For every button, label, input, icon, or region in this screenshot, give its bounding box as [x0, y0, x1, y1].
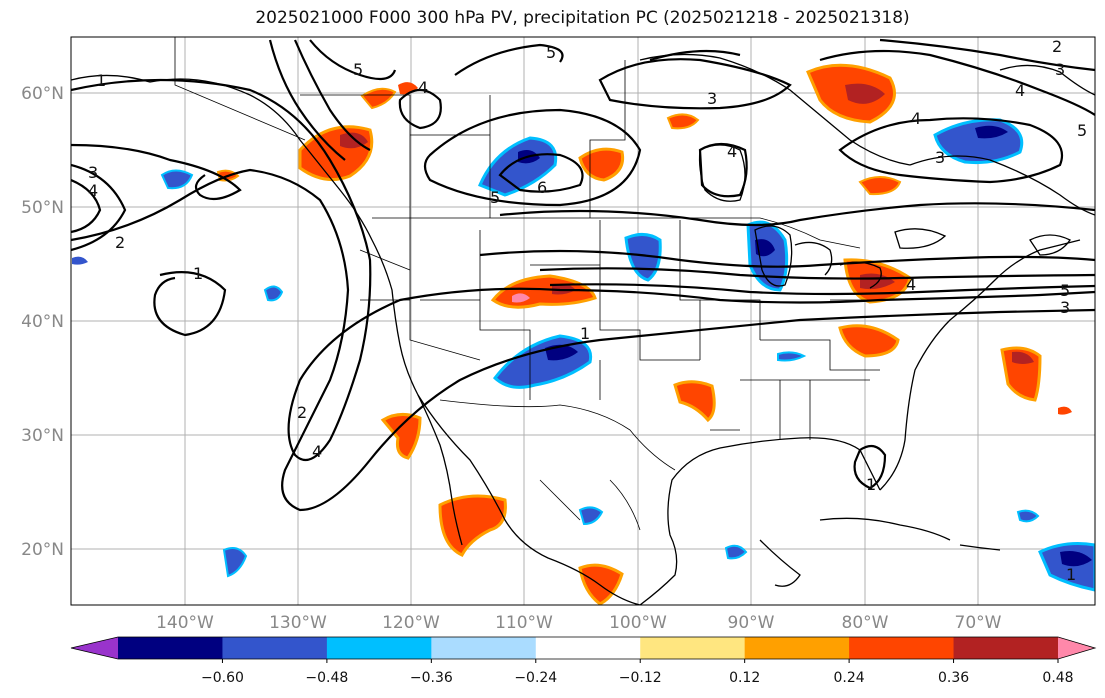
colorbar-extend-low	[71, 637, 118, 659]
contour-label: 1	[580, 324, 590, 343]
contour-label: 3	[707, 89, 717, 108]
lon-tick-label: 70°W	[955, 613, 1002, 633]
contour-label: 4	[727, 142, 737, 161]
contour-label: 5	[546, 43, 556, 62]
colorbar-tick-label: −0.24	[514, 670, 557, 686]
precip-negative	[72, 118, 1095, 592]
colorbar: −0.60 −0.48 −0.36 −0.24 −0.12 0.12 0.24 0.36 0.4…	[70, 636, 1097, 686]
pv-contours	[71, 38, 1095, 512]
contour-label: 1	[1066, 565, 1076, 584]
lon-tick-label: 100°W	[609, 613, 667, 633]
contour-label: 4	[418, 78, 428, 97]
contour-label: 3	[1055, 60, 1065, 79]
colorbar-tick-label: 0.48	[1042, 670, 1073, 686]
lon-tick-label: 120°W	[382, 613, 440, 633]
lon-tick-label: 110°W	[495, 613, 553, 633]
lon-axis: 140°W 130°W 120°W 110°W 100°W 90°W 80°W …	[156, 613, 1002, 633]
coastlines	[71, 53, 1095, 605]
colorbar-tick-label: −0.48	[305, 670, 348, 686]
lon-tick-label: 80°W	[842, 613, 889, 633]
precip-positive	[216, 63, 1072, 605]
contour-label: 4	[312, 442, 322, 461]
lat-tick-label: 50°N	[21, 198, 64, 218]
colorbar-segment	[640, 637, 746, 659]
contour-label: 2	[297, 403, 307, 422]
colorbar-segment	[222, 637, 328, 659]
colorbar-segment	[326, 637, 432, 659]
colorbar-tick-label: −0.60	[201, 670, 244, 686]
contour-label: 4	[1015, 81, 1025, 100]
map-title: 2025021000 F000 300 hPa PV, precipitatio…	[255, 8, 910, 28]
colorbar-segment	[118, 637, 223, 659]
lat-tick-label: 20°N	[21, 540, 64, 560]
colorbar-segment	[849, 637, 955, 659]
contour-label: 3	[1060, 298, 1070, 317]
borders	[174, 37, 900, 531]
colorbar-tick-label: 0.12	[729, 670, 760, 686]
contour-labels: 1 3 4 2 1 2 4 5 4 5 6 5 3 4 4 3 4 3 2 5 …	[88, 37, 1087, 584]
contour-label: 4	[911, 109, 921, 128]
colorbar-segment	[535, 637, 641, 659]
lat-tick-label: 40°N	[21, 312, 64, 332]
colorbar-segment	[744, 637, 850, 659]
contour-label: 1	[866, 475, 876, 494]
graticule	[71, 37, 1095, 605]
contour-label: 4	[88, 181, 98, 200]
lon-tick-label: 140°W	[156, 613, 214, 633]
colorbar-tick-label: 0.36	[938, 670, 969, 686]
contour-label: 1	[193, 264, 203, 283]
contour-label: 1	[96, 71, 106, 90]
lat-tick-label: 60°N	[21, 84, 64, 104]
colorbar-tick-label: −0.12	[619, 670, 662, 686]
contour-label: 2	[1052, 37, 1062, 56]
map-frame	[70, 36, 1096, 606]
contour-label: 4	[906, 275, 916, 294]
lon-tick-label: 130°W	[269, 613, 327, 633]
contour-label: 3	[88, 163, 98, 182]
colorbar-outline	[70, 636, 1097, 660]
lat-axis: 60°N 50°N 40°N 30°N 20°N	[21, 84, 64, 560]
lon-tick-label: 90°W	[728, 613, 775, 633]
contour-label: 6	[537, 178, 547, 197]
contour-label: 2	[115, 233, 125, 252]
colorbar-extend-high	[1058, 637, 1095, 659]
contour-label: 5	[1077, 121, 1087, 140]
colorbar-tick-label: 0.24	[834, 670, 865, 686]
contour-label: 5	[353, 60, 363, 79]
contour-label: 5	[1060, 281, 1070, 300]
colorbar-tick-label: −0.36	[410, 670, 453, 686]
colorbar-segment	[431, 637, 537, 659]
colorbar-segment	[953, 637, 1059, 659]
contour-label: 3	[935, 148, 945, 167]
lat-tick-label: 30°N	[21, 426, 64, 446]
contour-label: 5	[490, 188, 500, 207]
